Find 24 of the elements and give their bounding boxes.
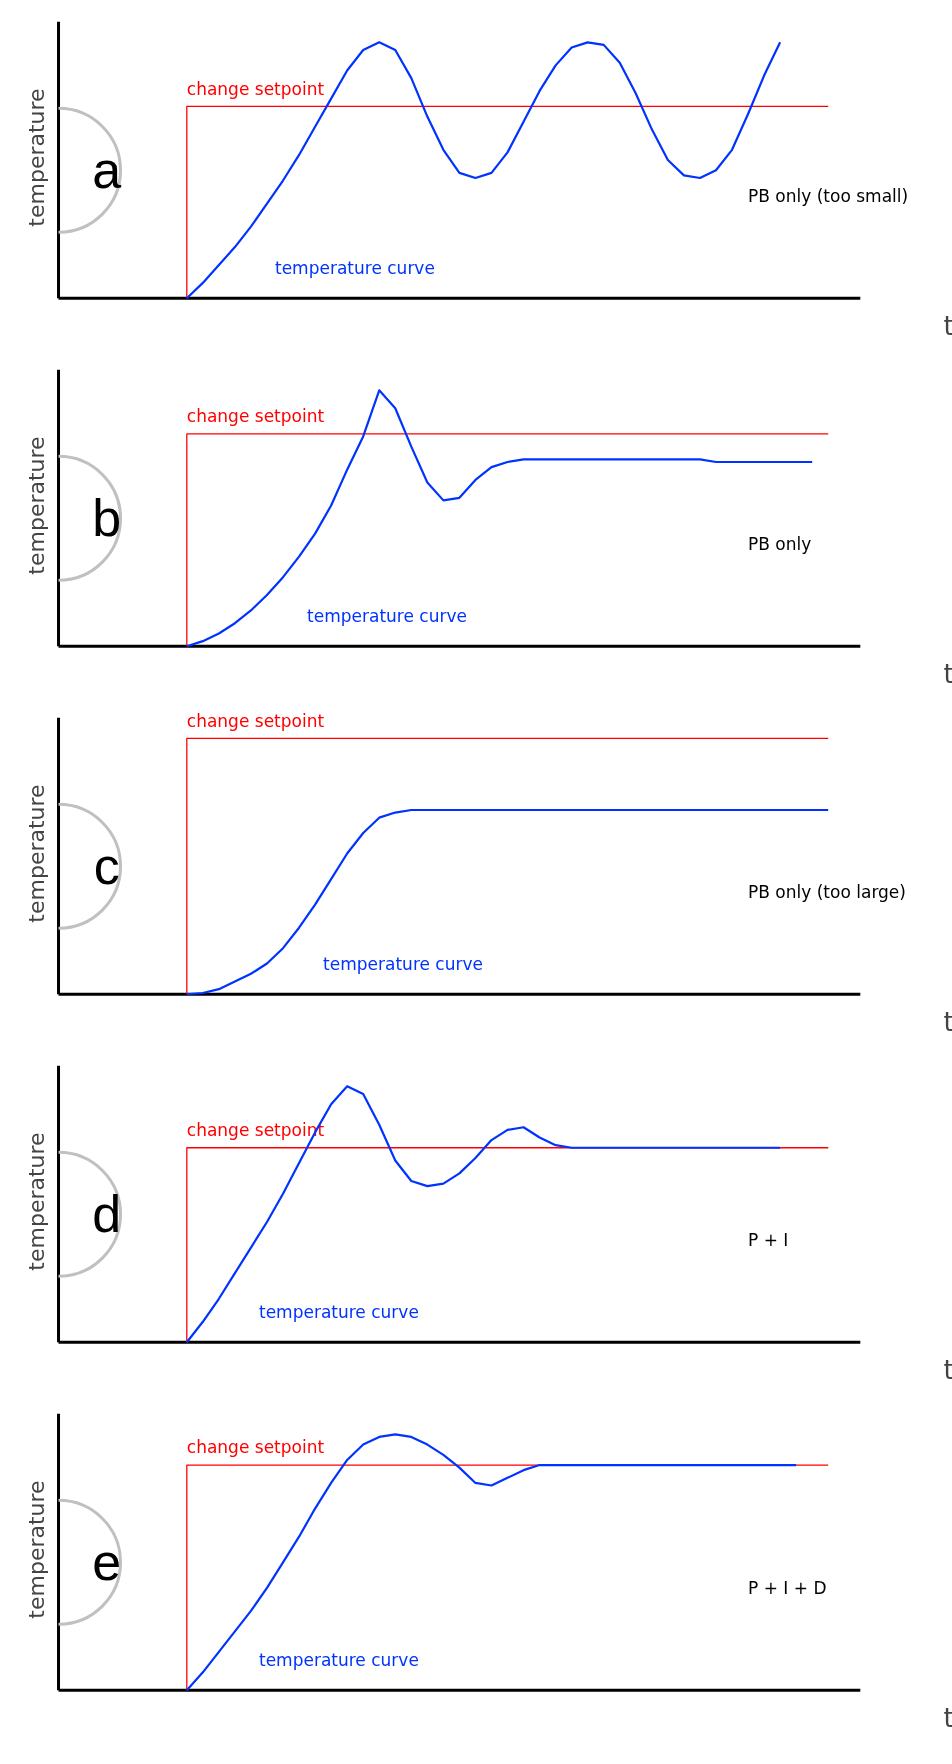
- series-label: change setpoint: [186, 78, 325, 99]
- y-axis-title: temperature: [23, 88, 49, 227]
- annotation: PB only: [748, 533, 812, 554]
- series-label: change setpoint: [186, 710, 325, 731]
- annotation: P + I + D: [748, 1577, 827, 1598]
- series-label: temperature curve: [258, 1649, 419, 1670]
- series-label: change setpoint: [186, 406, 325, 427]
- series-label: change setpoint: [186, 1437, 325, 1458]
- text: temperature curve: [307, 605, 467, 626]
- annotation: b: [92, 489, 122, 548]
- text: temperature curve: [323, 953, 483, 974]
- annotation: PB only (too small): [748, 185, 909, 206]
- annotation: c: [93, 837, 120, 896]
- text: temperature curve: [275, 257, 435, 278]
- annotation: d: [92, 1185, 122, 1244]
- annotation: PB only (too large): [748, 881, 906, 902]
- y-axis-title: temperature: [23, 784, 49, 923]
- annotation: e: [92, 1533, 122, 1592]
- text: temperature curve: [258, 1301, 419, 1322]
- y-axis-title: temperature: [23, 436, 49, 575]
- annotation: a: [92, 141, 122, 200]
- y-axis-title: temperature: [23, 1132, 49, 1271]
- y-axis-title: temperature: [23, 1480, 49, 1619]
- annotation: P + I: [748, 1229, 789, 1250]
